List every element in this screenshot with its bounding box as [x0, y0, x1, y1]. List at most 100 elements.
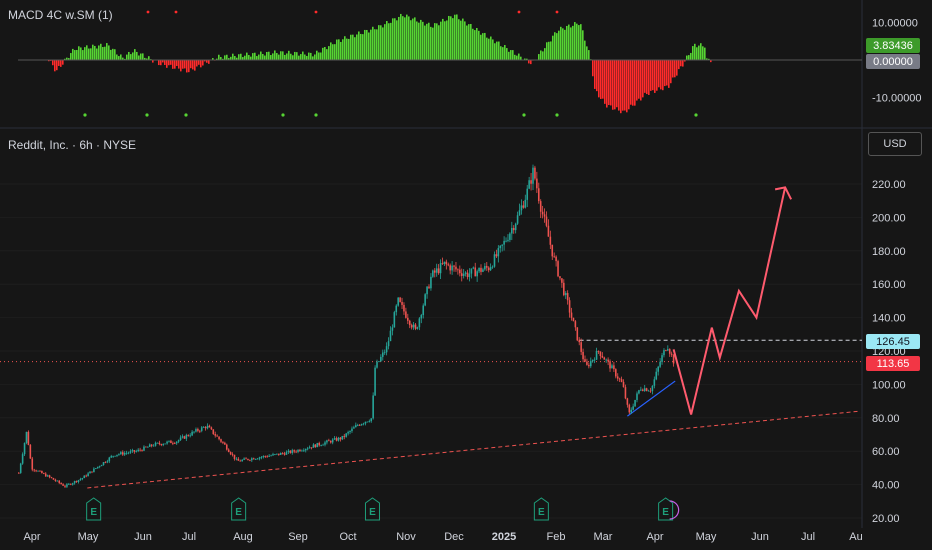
- candle-body: [670, 353, 673, 355]
- macd-bar: [196, 60, 198, 67]
- macd-bar: [538, 54, 540, 60]
- macd-bar: [466, 25, 468, 60]
- macd-bar: [606, 60, 608, 108]
- candle-body: [545, 216, 548, 226]
- candle-body: [187, 435, 190, 436]
- candle-body: [572, 317, 575, 322]
- macd-bar: [184, 60, 186, 69]
- macd-bar: [660, 60, 662, 90]
- candle-body: [306, 448, 309, 450]
- macd-bar: [372, 26, 374, 60]
- macd-bar: [576, 23, 578, 60]
- candle-body: [478, 267, 480, 272]
- candle-body: [524, 199, 527, 208]
- price-tick-label: 200.00: [872, 212, 906, 224]
- candle-body: [613, 365, 615, 370]
- price-tick-label: 60.00: [872, 446, 900, 458]
- macd-bar: [352, 34, 354, 60]
- candle-body: [491, 266, 494, 268]
- macd-bar: [334, 44, 336, 60]
- candle-body: [528, 180, 530, 189]
- macd-bar: [250, 56, 252, 60]
- macd-bar: [172, 60, 174, 69]
- macd-bar: [340, 41, 342, 60]
- earnings-marker[interactable]: E: [533, 497, 549, 521]
- candle-body: [416, 327, 419, 329]
- candle-body: [520, 205, 523, 211]
- indicator-title[interactable]: MACD 4C w.SM (1): [8, 8, 113, 22]
- candle-body: [553, 256, 555, 258]
- macd-bar: [480, 34, 482, 60]
- candle-body: [599, 351, 602, 356]
- candle-body: [326, 440, 328, 443]
- candle-body: [393, 312, 396, 328]
- candle-body: [62, 484, 64, 486]
- time-tick-label: 2025: [492, 531, 516, 543]
- macd-bar: [652, 60, 654, 91]
- macd-bar: [496, 41, 498, 60]
- macd-bar: [92, 44, 94, 60]
- candle-body: [314, 444, 317, 448]
- macd-bar: [186, 60, 188, 73]
- macd-bar: [438, 25, 440, 60]
- candle-body: [168, 440, 170, 442]
- macd-bar: [390, 22, 392, 60]
- macd-bar: [554, 32, 556, 60]
- candle-body: [95, 468, 97, 469]
- candle-body: [459, 269, 461, 274]
- earnings-marker[interactable]: E: [658, 497, 680, 521]
- candle-body: [435, 268, 438, 273]
- macd-bar: [382, 27, 384, 60]
- candle-body: [37, 470, 39, 472]
- candle-body: [108, 457, 111, 462]
- macd-bar: [444, 21, 446, 60]
- candle-body: [640, 389, 642, 391]
- price-tick-label: 120.00: [872, 346, 906, 358]
- candle-body: [557, 261, 559, 277]
- macd-bar: [324, 46, 326, 60]
- macd-bar: [386, 21, 388, 60]
- currency-selector[interactable]: USD: [868, 132, 922, 156]
- candle-body: [35, 470, 37, 472]
- candle-body: [364, 421, 367, 424]
- earnings-marker[interactable]: E: [231, 497, 247, 521]
- macd-bar: [704, 47, 706, 60]
- macd-bar: [264, 55, 266, 60]
- earnings-marker[interactable]: E: [86, 497, 102, 521]
- candle-body: [591, 359, 594, 362]
- macd-histogram: [48, 10, 714, 117]
- candle-body: [541, 211, 544, 215]
- macd-bar: [100, 43, 102, 60]
- candle-body: [622, 381, 625, 388]
- candle-body: [114, 455, 116, 457]
- macd-bar: [230, 56, 232, 60]
- macd-bar: [520, 56, 522, 60]
- earnings-marker[interactable]: E: [364, 497, 380, 521]
- macd-bar: [560, 26, 562, 60]
- macd-bar: [470, 23, 472, 60]
- macd-bar: [308, 52, 310, 60]
- macd-bar: [638, 60, 640, 99]
- macd-tick-label: 10.00000: [872, 18, 918, 30]
- macd-bar: [248, 55, 250, 60]
- macd-bar: [448, 15, 450, 60]
- candle-body: [381, 352, 384, 357]
- macd-bar: [134, 49, 136, 60]
- candle-body: [424, 294, 426, 306]
- symbol-title[interactable]: Reddit, Inc. · 6h · NYSE: [8, 138, 137, 152]
- candle-body: [649, 390, 652, 392]
- macd-bar: [192, 60, 194, 70]
- time-tick-label: Jul: [182, 531, 196, 543]
- candle-body: [162, 444, 165, 446]
- candle-body: [116, 454, 118, 456]
- candle-body: [135, 451, 138, 452]
- macd-bar: [118, 56, 120, 60]
- macd-bar: [290, 53, 292, 60]
- candle-body: [353, 427, 355, 429]
- candle-body: [200, 427, 203, 431]
- macd-bar: [530, 60, 532, 65]
- signal-dot: [314, 113, 318, 117]
- candle-body: [410, 325, 413, 328]
- macd-bar: [354, 37, 356, 60]
